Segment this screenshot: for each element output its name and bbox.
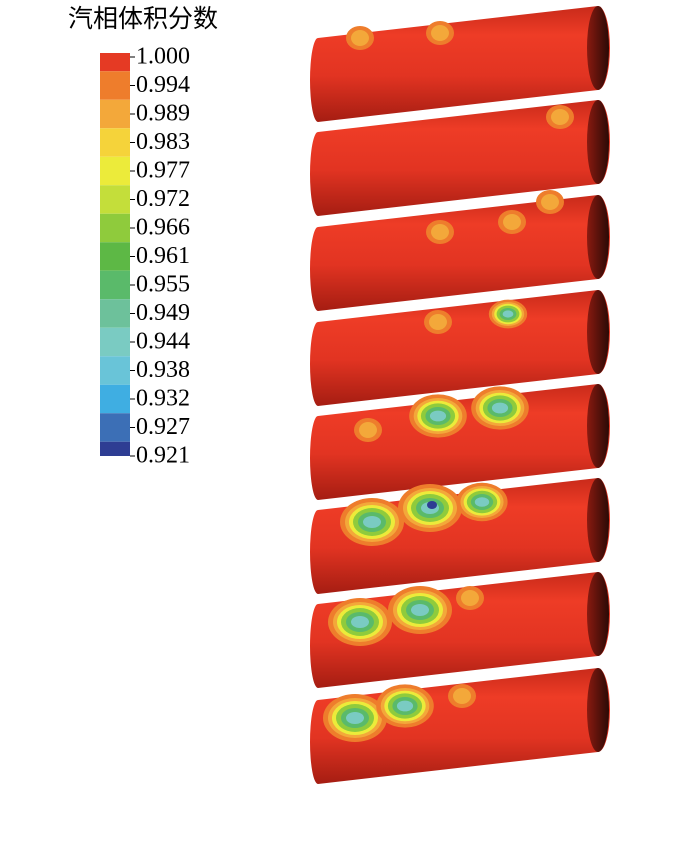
colorbar-label: 0.944	[136, 329, 190, 355]
colorbar-band	[100, 71, 130, 100]
colorbar-label: 0.949	[136, 300, 190, 326]
colorbar-label: 0.921	[136, 443, 190, 469]
colorbar-band	[100, 156, 130, 186]
colorbar-band	[100, 242, 130, 271]
colorbar-label: 0.994	[136, 72, 190, 98]
colorbar-band	[100, 384, 130, 414]
cylinders	[310, 6, 610, 784]
colorbar-band	[100, 270, 130, 300]
colorbar-band	[100, 299, 130, 328]
colorbar-band	[100, 327, 130, 357]
cylinder	[310, 478, 610, 594]
colorbar-label: 0.961	[136, 243, 190, 269]
colorbar-label: 0.938	[136, 357, 190, 383]
colorbar-label: 0.955	[136, 272, 190, 298]
colorbar-band	[100, 185, 130, 214]
colorbar-label: 0.927	[136, 414, 190, 440]
colorbar-band	[100, 213, 130, 243]
colorbar-label: 0.977	[136, 158, 190, 184]
colorbar-band	[100, 128, 130, 157]
colorbar-band	[100, 99, 130, 129]
cylinder	[310, 668, 610, 784]
colorbar-label: 1.000	[136, 44, 190, 70]
colorbar-band	[100, 356, 130, 385]
colorbar-label: 0.989	[136, 101, 190, 127]
colorbar-label: 0.972	[136, 186, 190, 212]
colorbar-band	[100, 413, 130, 442]
colorbar-label: 0.966	[136, 215, 190, 241]
colorbar-label: 0.932	[136, 386, 190, 412]
legend-title: 汽相体积分数	[68, 4, 218, 33]
colorbar-band	[100, 53, 130, 72]
colorbar-band	[100, 441, 130, 456]
colorbar-label: 0.983	[136, 129, 190, 155]
